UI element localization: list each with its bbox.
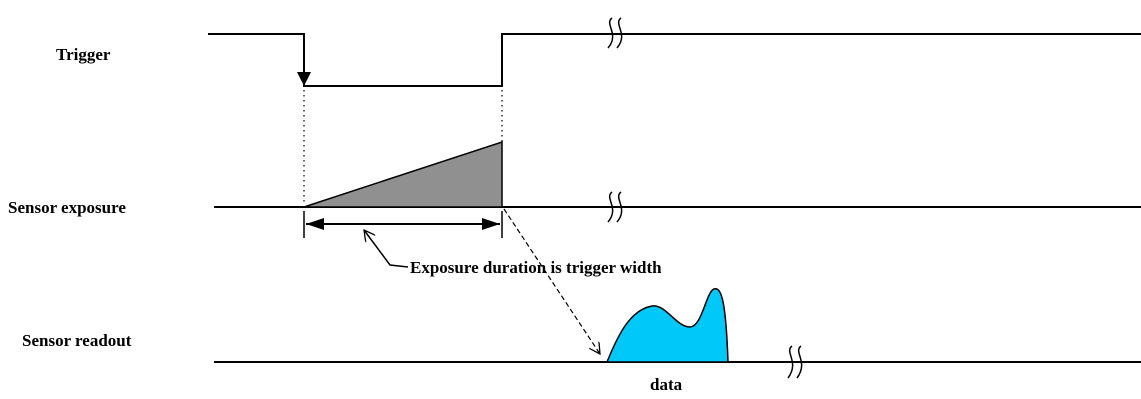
falling-edge-arrow-icon (297, 72, 311, 86)
arrow-right-icon (482, 218, 500, 230)
data-label: data (650, 375, 683, 394)
trigger-signal (208, 17, 1141, 87)
exposure-note: Exposure duration is trigger width (410, 258, 662, 277)
trigger-label: Trigger (56, 45, 111, 64)
readout-break-icon (787, 345, 803, 379)
callout-leader (364, 230, 409, 268)
sensor-readout-signal (214, 288, 1141, 379)
readout-data-shape (605, 288, 729, 363)
arrow-left-icon (306, 218, 324, 230)
sensor-readout-label: Sensor readout (22, 331, 132, 350)
sensor-exposure-signal (214, 140, 1141, 223)
trigger-break-icon (607, 17, 623, 49)
exposure-ramp (303, 140, 503, 208)
readout-transfer-arrow (503, 208, 600, 354)
exposure-break-icon (607, 191, 623, 223)
exposure-duration-dimension (303, 211, 503, 238)
sensor-exposure-label: Sensor exposure (8, 198, 126, 217)
